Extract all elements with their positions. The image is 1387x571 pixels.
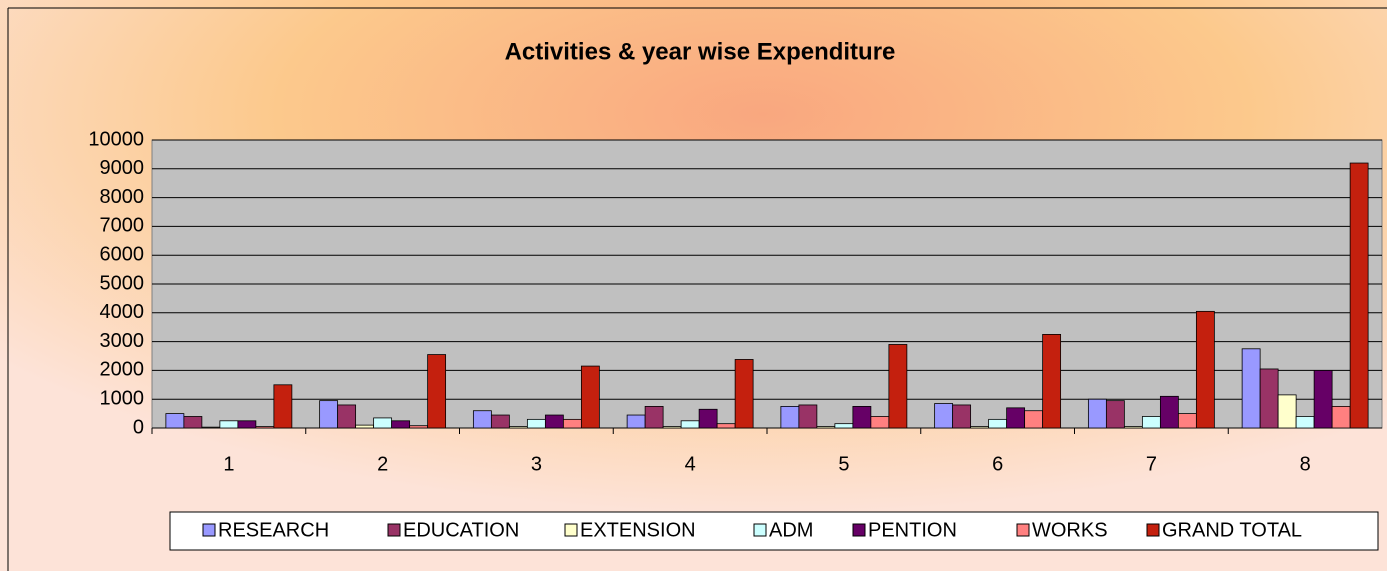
bar: [355, 424, 375, 429]
bar: [1195, 310, 1215, 429]
bar: [1042, 333, 1062, 429]
bar: [373, 417, 393, 429]
y-tick-label: 0: [133, 416, 144, 438]
bar: [1295, 416, 1315, 429]
bar: [680, 420, 700, 429]
y-tick-label: 8000: [100, 186, 145, 208]
legend-label: EDUCATION: [403, 519, 519, 541]
x-tick-label: 6: [992, 453, 1003, 475]
bar: [237, 420, 257, 429]
bar: [988, 418, 1008, 429]
bar: [1105, 400, 1125, 429]
bar: [1277, 394, 1297, 429]
x-tick-label: 2: [377, 453, 388, 475]
bar: [1159, 395, 1179, 429]
bar: [409, 425, 429, 429]
legend-swatch: [202, 523, 216, 537]
bar: [1259, 368, 1279, 429]
bar: [1123, 426, 1143, 429]
x-tick-label: 5: [838, 453, 849, 475]
bar: [952, 404, 972, 429]
bar: [508, 426, 528, 429]
bar: [970, 426, 990, 429]
legend-label: EXTENSION: [580, 519, 696, 541]
bar: [734, 359, 754, 429]
x-tick-label: 7: [1146, 453, 1157, 475]
y-tick-label: 6000: [100, 243, 145, 265]
bar: [852, 405, 872, 429]
legend: [169, 511, 1379, 551]
bar: [816, 426, 836, 429]
y-tick-label: 1000: [100, 387, 145, 409]
legend-label: PENTION: [868, 519, 957, 541]
bar: [716, 423, 736, 429]
legend-swatch: [1146, 523, 1160, 537]
legend-swatch: [753, 523, 767, 537]
bar: [219, 420, 239, 429]
legend-swatch: [852, 523, 866, 537]
y-tick-label: 4000: [100, 301, 145, 323]
legend-swatch: [1016, 523, 1030, 537]
legend-label: ADM: [769, 519, 813, 541]
bar: [870, 416, 890, 429]
y-tick-label: 9000: [100, 157, 145, 179]
bar: [644, 405, 664, 429]
bar: [1313, 369, 1333, 429]
bar: [427, 354, 447, 429]
y-tick-label: 7000: [100, 215, 145, 237]
bar: [183, 416, 203, 429]
bar: [1087, 398, 1107, 429]
legend-swatch: [387, 523, 401, 537]
legend-label: GRAND TOTAL: [1162, 519, 1302, 541]
chart-title: Activities & year wise Expenditure: [505, 38, 896, 65]
bar: [662, 426, 682, 429]
legend-label: WORKS: [1032, 519, 1108, 541]
bar: [934, 403, 954, 429]
bar: [1024, 410, 1044, 429]
bar: [562, 418, 582, 429]
legend-label: RESEARCH: [218, 519, 329, 541]
bar: [1141, 416, 1161, 429]
bar: [526, 418, 546, 429]
bar: [580, 365, 600, 429]
x-tick-label: 8: [1300, 453, 1311, 475]
bar: [698, 408, 718, 429]
bar: [391, 420, 411, 429]
bar: [337, 404, 357, 429]
bar: [319, 400, 339, 429]
bar: [888, 344, 908, 429]
bar: [472, 410, 492, 429]
y-tick-label: 2000: [100, 359, 145, 381]
bar: [1177, 413, 1197, 429]
bar: [201, 426, 221, 429]
bar: [834, 423, 854, 429]
y-tick-label: 3000: [100, 330, 145, 352]
bar: [1349, 162, 1369, 429]
y-tick-label: 5000: [100, 272, 145, 294]
bar: [273, 384, 293, 429]
bar: [1006, 407, 1026, 429]
bar: [1241, 348, 1261, 429]
bar: [255, 426, 275, 429]
bar: [490, 414, 510, 429]
x-tick-label: 4: [685, 453, 696, 475]
bar: [798, 404, 818, 429]
x-tick-label: 3: [531, 453, 542, 475]
bar: [544, 414, 564, 429]
bar: [1331, 405, 1351, 429]
bar: [626, 414, 646, 429]
y-tick-label: 10000: [88, 128, 144, 150]
bar: [165, 413, 185, 429]
legend-swatch: [564, 523, 578, 537]
x-tick-label: 1: [223, 453, 234, 475]
bar: [780, 405, 800, 429]
